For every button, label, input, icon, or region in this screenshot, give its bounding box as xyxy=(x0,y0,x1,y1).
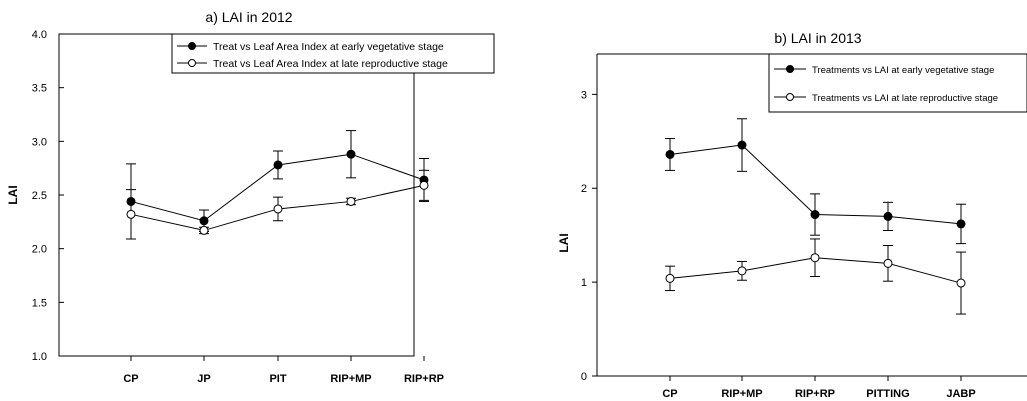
chart-b-xtick-label: RIP+MP xyxy=(721,388,762,400)
chart-b-title: b) LAI in 2013 xyxy=(774,30,861,46)
chart-a-series-1-point xyxy=(273,204,283,214)
chart-a-lai-2012: a) LAI in 2012 LAI 1.0 1.5 2.0 2.5 3.0 3.5 4.0… xyxy=(6,9,495,385)
legend-b-label-2: Treatments vs LAI at late reproductive s… xyxy=(812,93,998,104)
chart-b-ylabel: LAI xyxy=(557,233,571,252)
chart-a-series-1-point xyxy=(346,196,356,206)
chart-a-title: a) LAI in 2012 xyxy=(205,9,292,25)
chart-b-xtick-label: RIP+RP xyxy=(795,388,835,400)
chart-a-series-0-point xyxy=(273,160,283,170)
legend-b-marker-open xyxy=(786,93,794,101)
chart-a-ytick-label: 1.5 xyxy=(32,297,47,309)
chart-b-legend: Treatments vs LAI at early vegetative st… xyxy=(768,53,1027,113)
chart-b-series-1-point xyxy=(810,253,820,263)
legend-b-label-1: Treatments vs LAI at early vegetative st… xyxy=(812,65,994,76)
chart-a-legend-box xyxy=(171,33,495,74)
chart-b-series-0-point xyxy=(883,211,893,221)
chart-b-xtick-label: PITTING xyxy=(866,388,909,400)
chart-a-xtick-label: RIP+MP xyxy=(330,373,371,385)
chart-b-series-1-point xyxy=(956,278,966,288)
chart-a-xtick-label: JP xyxy=(197,373,210,385)
chart-a-series-1-point xyxy=(199,225,209,235)
chart-b-xtick-label: CP xyxy=(662,388,677,400)
chart-a-ytick-label: 3.0 xyxy=(32,136,47,148)
chart-a-xtick-label: PIT xyxy=(269,373,286,385)
chart-b-ytick-label: 2 xyxy=(581,183,587,195)
chart-a-series-1-point xyxy=(126,209,136,219)
chart-b-series-1-point xyxy=(737,266,747,276)
chart-b-legend-box xyxy=(768,53,1027,113)
chart-a-ytick-label: 2.0 xyxy=(32,244,47,256)
chart-b-ytick-label: 0 xyxy=(581,371,587,383)
chart-b-ytick-label: 3 xyxy=(581,89,587,101)
chart-b-series-0-point xyxy=(956,219,966,229)
legend-b-marker-filled xyxy=(786,65,794,73)
chart-a-xtick-label: RIP+RP xyxy=(404,373,444,385)
chart-a-frame xyxy=(58,33,415,357)
chart-b-ytick-label: 1 xyxy=(581,277,587,289)
chart-b-series-0-point xyxy=(810,210,820,220)
legend-a-marker-filled xyxy=(188,42,196,50)
chart-b-lai-2013: b) LAI in 2013 LAI 0 1 2 3 CP RIP+MP RIP+RP PI… xyxy=(557,30,1027,400)
chart-a-series-0-point xyxy=(346,149,356,159)
chart-b-series-0-point xyxy=(737,140,747,150)
chart-a-ytick-label: 4.0 xyxy=(32,29,47,41)
chart-a-xtick-label: CP xyxy=(123,373,138,385)
chart-a-series-1-point xyxy=(419,180,429,190)
chart-a-ytick-label: 1.0 xyxy=(32,351,47,363)
chart-b-series-1-point xyxy=(665,273,675,283)
chart-a-ytick-label: 3.5 xyxy=(32,83,47,95)
chart-a-ylabel: LAI xyxy=(6,185,20,204)
chart-b-xtick-label: JABP xyxy=(946,388,975,400)
chart-b-series-1-point xyxy=(883,258,893,268)
legend-a-marker-open xyxy=(188,59,196,67)
legend-a-label-1: Treat vs Leaf Area Index at early vegeta… xyxy=(213,41,444,53)
legend-a-label-2: Treat vs Leaf Area Index at late reprodu… xyxy=(213,58,448,70)
chart-b-series-0-point xyxy=(665,149,675,159)
chart-a-legend: Treat vs Leaf Area Index at early vegeta… xyxy=(171,33,495,74)
chart-a-series-0-point xyxy=(199,216,209,226)
chart-a-ytick-label: 2.5 xyxy=(32,190,47,202)
